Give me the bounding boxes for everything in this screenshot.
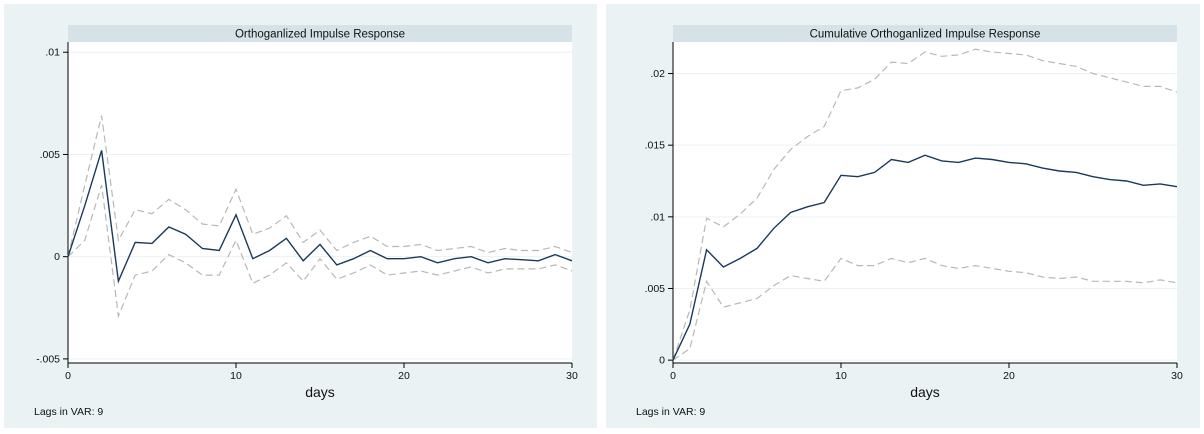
plot-area [673, 25, 1177, 363]
series-estimate-line [67, 150, 573, 284]
series-lower-line [672, 257, 1178, 361]
title-bar [673, 25, 1177, 42]
x-tick-label: 0 [65, 370, 71, 382]
y-tick-label: .005 [645, 283, 666, 295]
y-tick-label: 0 [54, 251, 60, 263]
x-tick-label: 10 [230, 370, 242, 382]
x-tick-label: 30 [1171, 370, 1183, 382]
chart-title: Cumulative Orthoganlized Impulse Respons… [810, 29, 1041, 41]
chart-title: Orthoganlized Impulse Response [235, 29, 405, 41]
y-tick-label: 0 [659, 355, 665, 367]
y-tick-label: -.005 [36, 353, 60, 365]
y-tick-label: .02 [650, 68, 665, 80]
y-tick-label: .01 [45, 47, 60, 59]
plot-area [68, 25, 572, 363]
x-tick-label: 0 [670, 370, 676, 382]
y-tick-label: .01 [650, 211, 665, 223]
x-tick-label: 30 [566, 370, 578, 382]
series-upper-line [672, 48, 1178, 361]
x-axis-label: days [910, 384, 940, 400]
lags-note: Lags in VAR: 9 [636, 406, 705, 418]
irf-chart: Orthoganlized Impulse Response -.005 0 .005… [4, 4, 597, 428]
series-estimate-line [672, 154, 1178, 361]
x-axis-label: days [305, 384, 335, 400]
series-upper-line [67, 115, 573, 257]
x-tick-label: 10 [835, 370, 847, 382]
y-tick-label: .005 [40, 149, 61, 161]
x-tick-label: 20 [1003, 370, 1015, 382]
x-tick-label: 20 [398, 370, 410, 382]
cumulative-irf-chart: Cumulative Orthoganlized Impulse Respons… [606, 4, 1200, 428]
lags-note: Lags in VAR: 9 [34, 406, 103, 418]
series-lower-line [67, 184, 573, 319]
title-bar [68, 25, 572, 42]
y-tick-label: .015 [645, 140, 666, 152]
